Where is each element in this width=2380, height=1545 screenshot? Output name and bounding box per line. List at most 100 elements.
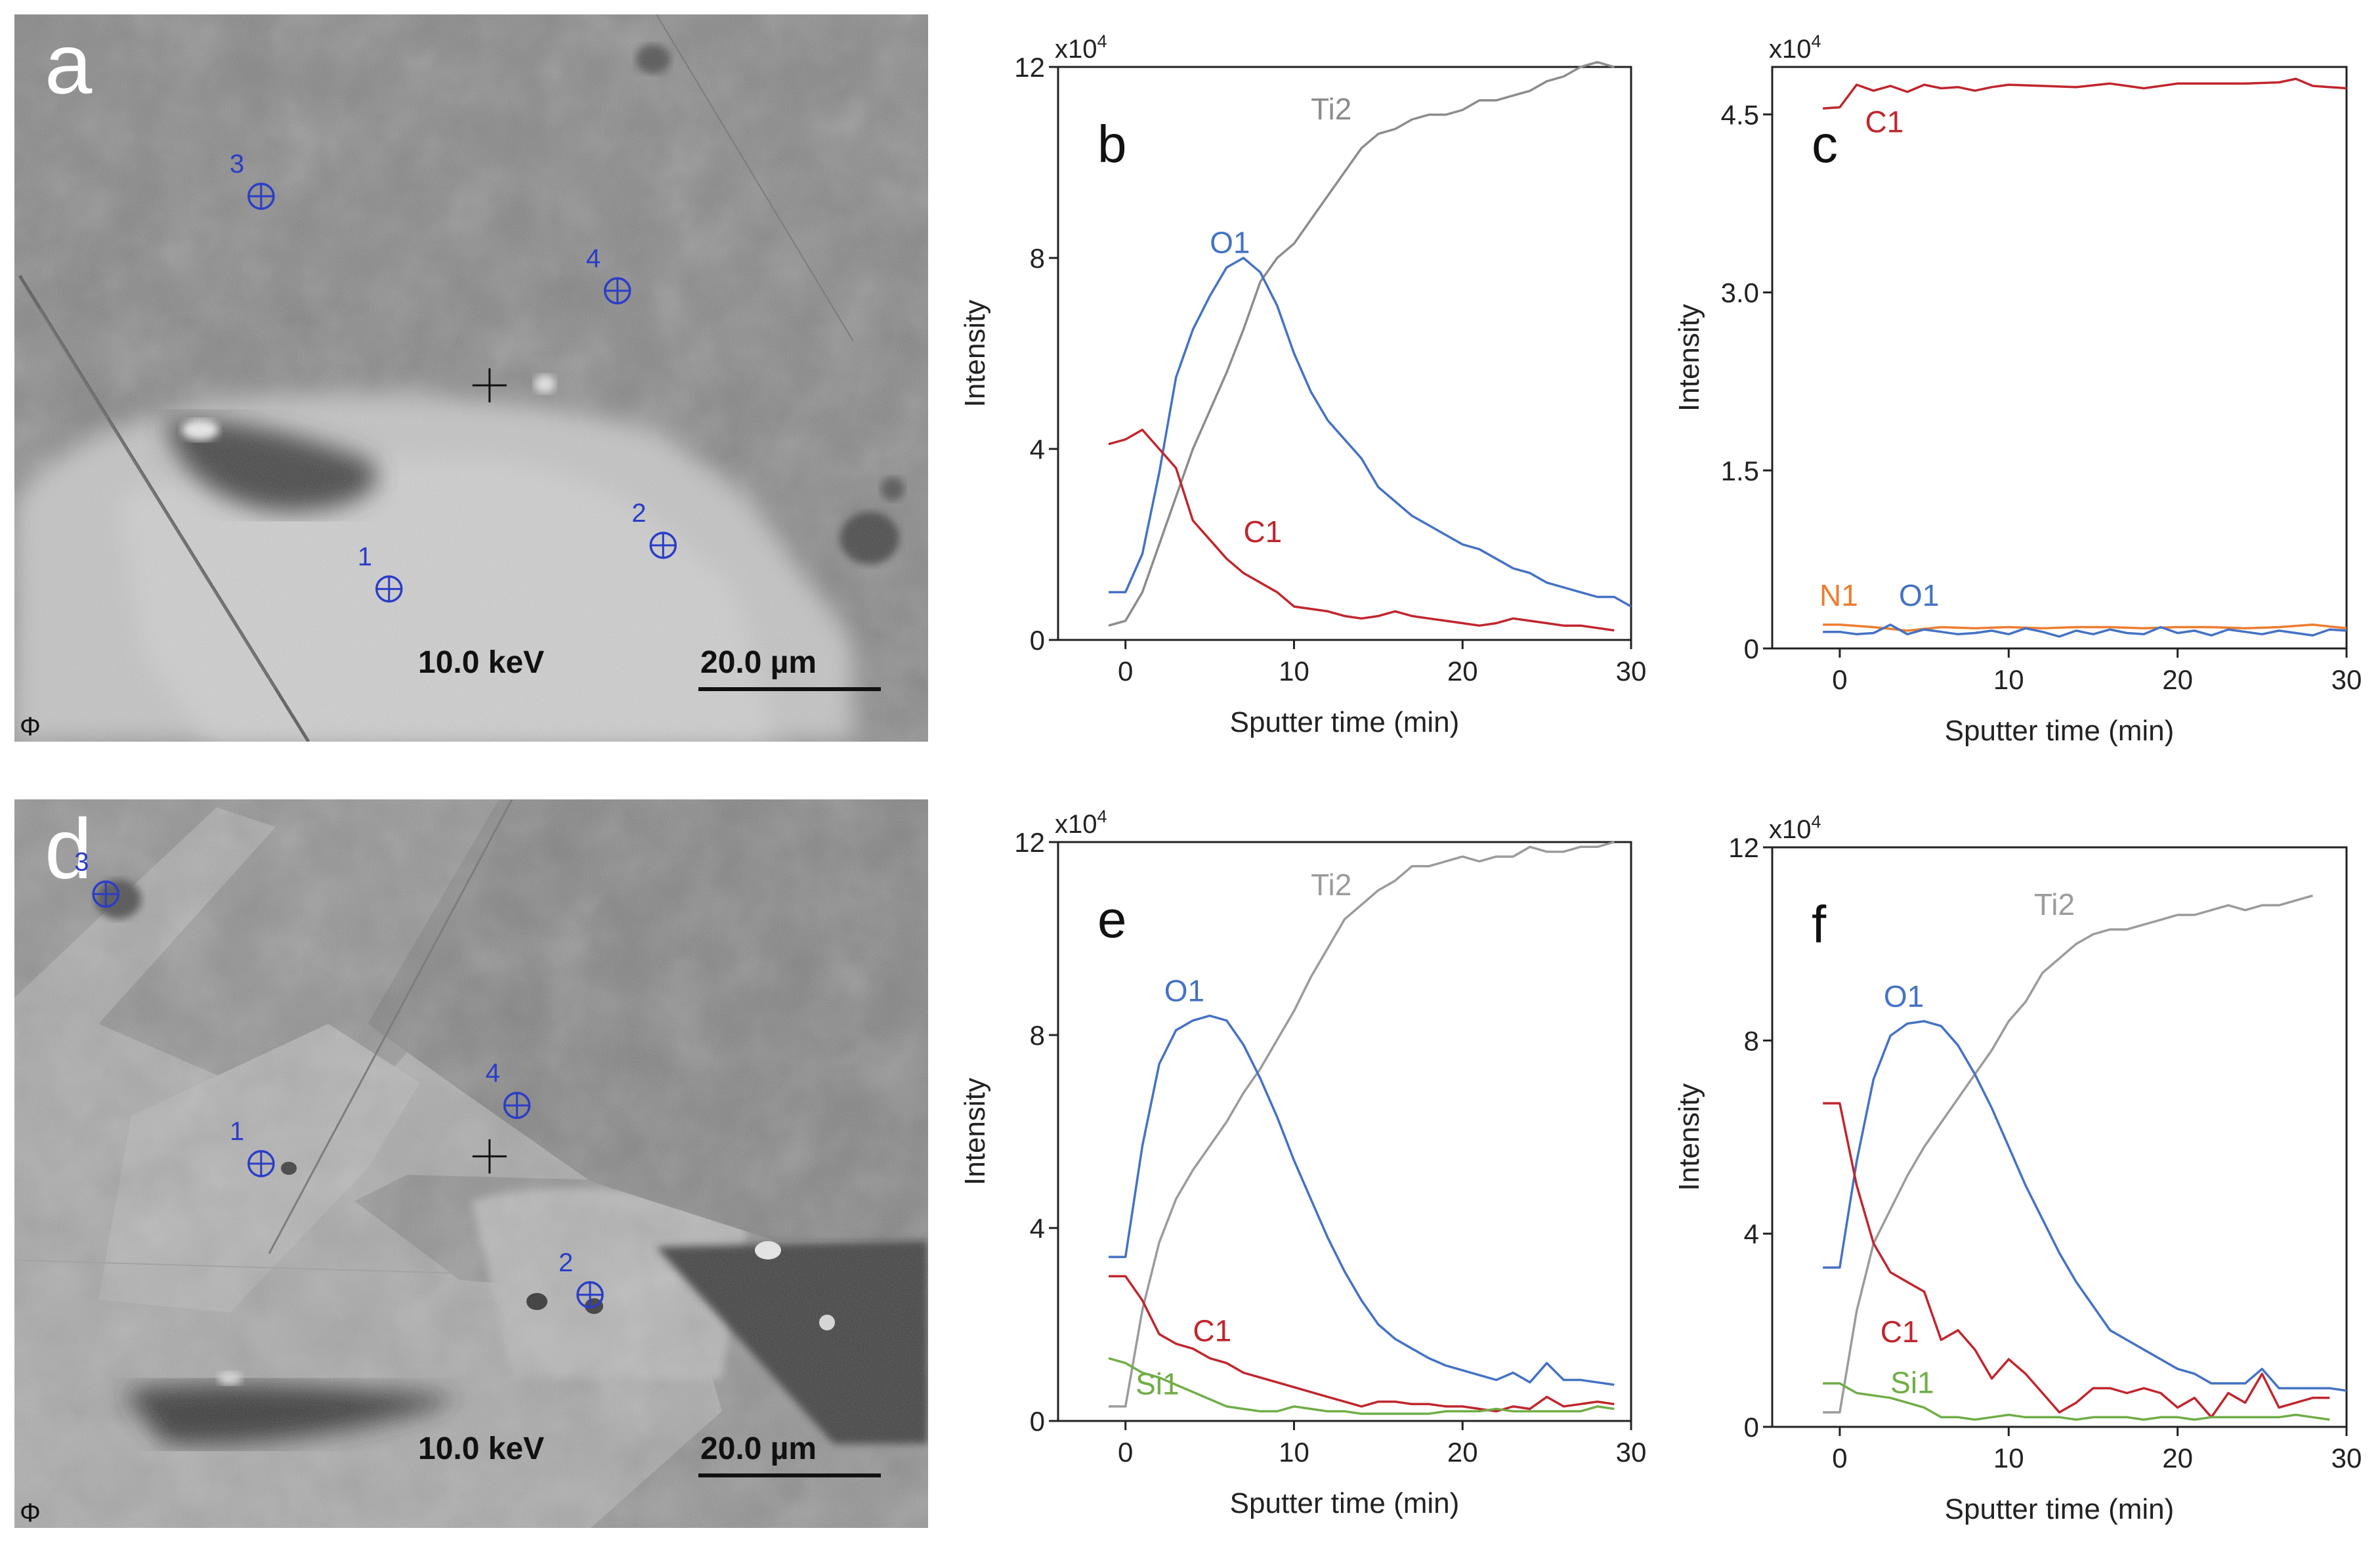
x-axis-label: Sputter time (min) bbox=[1945, 715, 2175, 747]
x-tick-label: 20 bbox=[1447, 1437, 1478, 1468]
logo-mark: Φ bbox=[20, 712, 41, 741]
y-tick-label: 0 bbox=[1744, 633, 1759, 664]
chart-panel-e: x104 0 4 8 12 0 10 20 30 Sputter time (min) Intens… bbox=[959, 807, 1646, 1519]
series-line-ti2 bbox=[1108, 60, 1615, 627]
analysis-point-4: 4 bbox=[486, 1059, 531, 1119]
micrograph-a bbox=[14, 14, 928, 742]
analysis-point-3: 3 bbox=[230, 150, 275, 210]
series-line-ti2 bbox=[1109, 841, 1615, 1408]
series-label-o1: O1 bbox=[1899, 578, 1939, 612]
analysis-point-label: 3 bbox=[74, 847, 89, 876]
x-axis-label: Sputter time (min) bbox=[1230, 1487, 1460, 1519]
x-tick-label: 10 bbox=[1993, 1443, 2024, 1473]
series-label-o1: O1 bbox=[1164, 974, 1204, 1008]
y-tick-label: 0 bbox=[1030, 1406, 1045, 1437]
series-ti2: Ti2 bbox=[1109, 841, 1615, 1408]
analysis-point-label: 2 bbox=[631, 499, 646, 528]
axis-multiplier: x104 bbox=[1055, 807, 1107, 839]
series-line-o1 bbox=[1109, 257, 1632, 608]
y-axis-label: Intensity bbox=[959, 300, 991, 408]
analysis-point-label: 4 bbox=[586, 244, 601, 273]
y-tick-label: 4 bbox=[1030, 1213, 1045, 1244]
analysis-point-cross bbox=[605, 278, 630, 304]
analysis-point-cross bbox=[577, 1282, 603, 1307]
plot-frame bbox=[1771, 66, 2348, 650]
y-axis-label: Intensity bbox=[1673, 1084, 1705, 1191]
series-label-ti2: Ti2 bbox=[2034, 887, 2075, 921]
series-label-c1: C1 bbox=[1881, 1315, 1919, 1349]
x-tick-label: 0 bbox=[1832, 1443, 1847, 1473]
analysis-point-label: 2 bbox=[559, 1248, 573, 1277]
series-label-ti2: Ti2 bbox=[1311, 868, 1351, 902]
series-si1: Si1 bbox=[1823, 1365, 2330, 1421]
x-tick-label: 10 bbox=[1279, 656, 1309, 687]
series-o1: O1 bbox=[1823, 578, 2347, 638]
series-line-ti2 bbox=[1823, 894, 2313, 1414]
y-tick-label: 3.0 bbox=[1721, 278, 1759, 308]
y-tick-label: 8 bbox=[1744, 1025, 1759, 1056]
panel-letter: f bbox=[1812, 895, 1827, 954]
series-line-o1 bbox=[1823, 1020, 2347, 1392]
analysis-point-cross bbox=[650, 532, 676, 558]
series-c1: C1 bbox=[1823, 77, 2347, 138]
y-axis-label: Intensity bbox=[959, 1078, 991, 1185]
series-line-si1 bbox=[1108, 1357, 1615, 1415]
scale-label: 20.0 µm bbox=[700, 645, 817, 680]
plot-frame bbox=[1057, 841, 1632, 1422]
series-line-o1 bbox=[1823, 624, 2347, 638]
voltage-label: 10.0 keV bbox=[418, 1431, 544, 1466]
x-axis-label: Sputter time (min) bbox=[1230, 706, 1460, 738]
y-tick-label: 4.5 bbox=[1721, 99, 1759, 130]
y-tick-label: 12 bbox=[1014, 827, 1045, 858]
panel-letter: c bbox=[1812, 115, 1838, 173]
series-c1: C1 bbox=[1823, 1102, 2330, 1419]
crosshair-marker bbox=[472, 1139, 507, 1174]
voltage-label: 10.0 keV bbox=[418, 645, 544, 680]
series-c1: C1 bbox=[1109, 1275, 1615, 1413]
logo-mark: Φ bbox=[20, 1498, 41, 1527]
x-tick-label: 30 bbox=[1616, 1437, 1647, 1468]
chart-panel-c: x104 0 1.5 3.0 4.5 0 10 20 30 Sputter time (min) I… bbox=[1673, 32, 2362, 747]
analysis-point-2: 2 bbox=[559, 1248, 604, 1309]
series-label-c1: C1 bbox=[1865, 104, 1904, 138]
axis-multiplier: x104 bbox=[1055, 32, 1107, 64]
axis-multiplier: x104 bbox=[1769, 812, 1821, 844]
y-axis-label: Intensity bbox=[1673, 304, 1705, 412]
series-line-c1 bbox=[1108, 429, 1615, 632]
x-tick-label: 30 bbox=[2331, 664, 2362, 695]
y-tick-label: 12 bbox=[1728, 832, 1759, 863]
chart-panel-b: x104 0 4 8 12 0 10 20 30 Sputter time (min) Intens… bbox=[959, 32, 1646, 738]
y-tick-label: 12 bbox=[1014, 52, 1045, 83]
x-tick-label: 30 bbox=[1616, 656, 1647, 687]
analysis-point-cross bbox=[248, 1151, 274, 1176]
series-label-si1: Si1 bbox=[1136, 1367, 1179, 1401]
panel-letter: b bbox=[1097, 115, 1127, 173]
series-label-si1: Si1 bbox=[1890, 1365, 1934, 1399]
y-tick-label: 8 bbox=[1030, 1020, 1045, 1051]
analysis-point-label: 1 bbox=[358, 542, 372, 571]
crosshair-marker bbox=[472, 368, 507, 403]
analysis-point-label: 4 bbox=[486, 1059, 500, 1088]
series-label-o1: O1 bbox=[1210, 226, 1250, 260]
series-si1: Si1 bbox=[1108, 1357, 1615, 1415]
series-o1: O1 bbox=[1109, 974, 1615, 1386]
analysis-point-label: 3 bbox=[230, 150, 244, 179]
series-line-c1 bbox=[1823, 77, 2347, 110]
analysis-point-2: 2 bbox=[631, 499, 677, 559]
analysis-point-1: 1 bbox=[358, 542, 403, 603]
micrograph-d bbox=[14, 799, 928, 1528]
x-axis-label: Sputter time (min) bbox=[1945, 1493, 2175, 1525]
y-tick-label: 0 bbox=[1030, 625, 1045, 656]
panel-letter: e bbox=[1097, 890, 1127, 948]
x-tick-label: 20 bbox=[2162, 664, 2193, 695]
series-c1: C1 bbox=[1108, 429, 1615, 632]
series-ti2: Ti2 bbox=[1108, 60, 1615, 627]
series-label-o1: O1 bbox=[1884, 979, 1924, 1013]
series-line-n1 bbox=[1823, 624, 2347, 632]
analysis-point-label: 1 bbox=[230, 1117, 244, 1146]
x-tick-label: 0 bbox=[1118, 1437, 1133, 1468]
series-line-o1 bbox=[1109, 1014, 1615, 1386]
y-tick-label: 1.5 bbox=[1721, 455, 1759, 486]
series-label-ti2: Ti2 bbox=[1311, 92, 1351, 126]
